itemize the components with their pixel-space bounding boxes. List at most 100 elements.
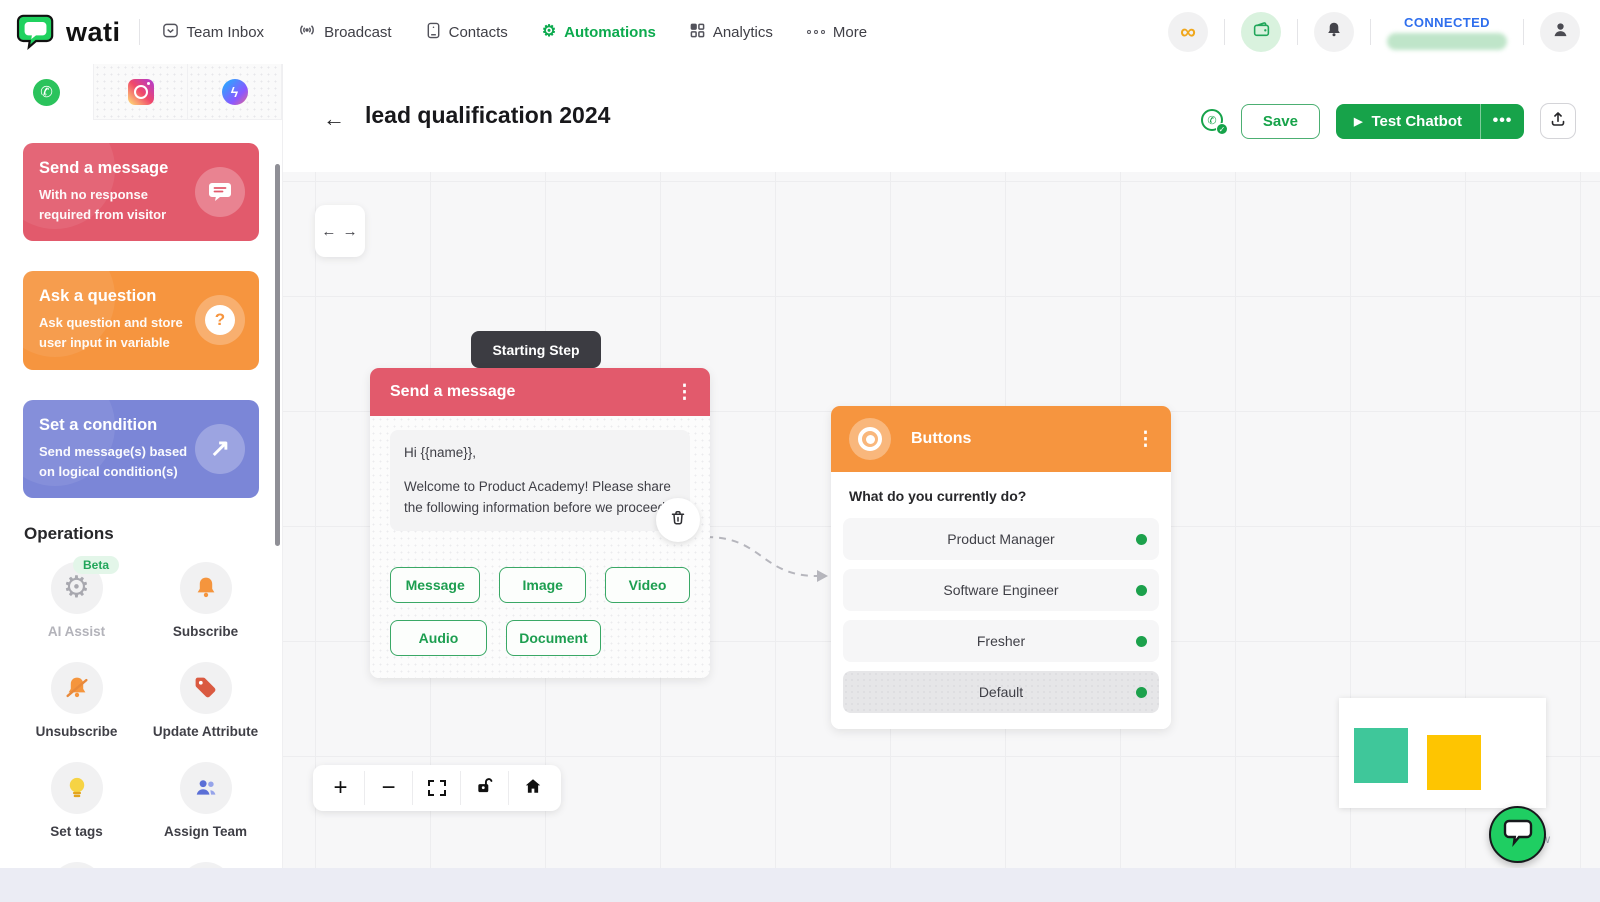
card-title: Send a message bbox=[39, 159, 169, 177]
wallet-icon bbox=[1252, 20, 1271, 44]
option-software-engineer[interactable]: Software Engineer bbox=[843, 569, 1159, 611]
flow-title[interactable]: lead qualification 2024 bbox=[365, 102, 611, 128]
tag-icon bbox=[179, 661, 232, 714]
add-audio-button[interactable]: Audio bbox=[390, 619, 487, 656]
card-send-a-message[interactable]: Send a message With no response required… bbox=[23, 143, 259, 242]
play-icon: ▶ bbox=[1353, 115, 1363, 128]
nav-menu: Team Inbox Broadcast Contacts ⚙ Automati… bbox=[162, 21, 868, 43]
unlock-icon bbox=[475, 774, 494, 802]
tab-whatsapp[interactable]: ✆ bbox=[0, 64, 94, 120]
nav-contacts[interactable]: Contacts bbox=[426, 22, 508, 43]
connection-handle[interactable] bbox=[1136, 686, 1147, 698]
send-node-header[interactable]: Send a message ⋮ bbox=[370, 368, 710, 416]
wati-logo[interactable]: wati bbox=[16, 13, 121, 51]
buttons-question: What do you currently do? bbox=[849, 488, 1027, 504]
op-update-attribute[interactable]: Update Attribute bbox=[141, 648, 270, 748]
analytics-icon bbox=[690, 23, 705, 42]
message-line-1: Hi {{name}}, bbox=[404, 445, 477, 460]
flow-header: ← lead qualification 2024 ✆ ✓ Save ▶ Tes… bbox=[283, 64, 1600, 172]
op-set-tags[interactable]: Set tags bbox=[12, 748, 141, 848]
wallet-button[interactable] bbox=[1241, 12, 1281, 52]
op-assign-team[interactable]: Assign Team bbox=[141, 748, 270, 848]
minimap[interactable] bbox=[1339, 698, 1546, 808]
option-default[interactable]: Default bbox=[843, 671, 1159, 713]
tab-messenger[interactable]: ϟ bbox=[188, 64, 282, 120]
support-chat-launcher[interactable] bbox=[1489, 806, 1546, 863]
divider bbox=[1523, 19, 1524, 45]
connection-handle[interactable] bbox=[1136, 635, 1147, 647]
card-title: Set a condition bbox=[39, 415, 158, 434]
bell-icon bbox=[1325, 21, 1343, 44]
op-unsubscribe[interactable]: Unsubscribe bbox=[12, 648, 141, 748]
option-fresher[interactable]: Fresher bbox=[843, 620, 1159, 662]
zoom-in-button[interactable]: + bbox=[317, 771, 365, 805]
buttons-node-title: Buttons bbox=[911, 430, 972, 447]
chat-bubble-icon bbox=[1502, 817, 1534, 852]
card-set-a-condition[interactable]: Set a condition Send message(s) based on… bbox=[23, 399, 259, 498]
nav-label: Automations bbox=[564, 23, 656, 41]
more-dots-icon bbox=[806, 30, 825, 34]
question-mark-icon: ? bbox=[195, 295, 245, 346]
bottom-strip bbox=[0, 868, 1600, 902]
fit-view-button[interactable] bbox=[413, 771, 461, 805]
add-document-button[interactable]: Document bbox=[506, 619, 601, 656]
connected-label: CONNECTED bbox=[1404, 14, 1490, 30]
node-buttons[interactable]: Buttons ⋮ What do you currently do? Prod… bbox=[831, 406, 1171, 729]
add-message-button[interactable]: Message bbox=[390, 566, 481, 603]
connection-status: CONNECTED bbox=[1387, 15, 1507, 50]
broadcast-icon bbox=[298, 21, 316, 43]
buttons-node-header[interactable]: Buttons ⋮ bbox=[831, 406, 1171, 472]
whatsapp-connected-icon: ✆ ✓ bbox=[1200, 109, 1228, 135]
meta-button[interactable]: ∞ bbox=[1168, 12, 1208, 52]
channel-tabs: ✆ ϟ bbox=[0, 64, 282, 120]
nav-broadcast[interactable]: Broadcast bbox=[298, 21, 392, 43]
notifications-button[interactable] bbox=[1314, 12, 1354, 52]
nav-label: Broadcast bbox=[324, 23, 392, 41]
nav-label: More bbox=[832, 23, 868, 41]
flow-canvas[interactable]: ← → Starting Step Send a message ⋮ Hi {{… bbox=[283, 172, 1600, 868]
node-send-a-message[interactable]: Send a message ⋮ Hi {{name}}, Welcome to… bbox=[370, 368, 710, 678]
nav-team-inbox[interactable]: Team Inbox bbox=[162, 22, 265, 43]
lock-button[interactable] bbox=[461, 771, 509, 805]
nav-more[interactable]: More bbox=[806, 23, 868, 41]
beta-badge: Beta bbox=[72, 555, 119, 574]
profile-button[interactable] bbox=[1540, 12, 1580, 52]
export-button[interactable] bbox=[1540, 103, 1576, 139]
media-buttons: Message Image Video Audio Document bbox=[390, 566, 690, 656]
upload-icon bbox=[1549, 110, 1567, 133]
nav-label: Team Inbox bbox=[186, 23, 265, 41]
zoom-out-button[interactable]: − bbox=[365, 771, 413, 805]
kebab-menu-icon[interactable]: ⋮ bbox=[675, 381, 694, 403]
message-preview[interactable]: Hi {{name}}, Welcome to Product Academy!… bbox=[390, 430, 690, 531]
test-chatbot-button[interactable]: ▶ Test Chatbot bbox=[1336, 104, 1480, 139]
op-assign-user[interactable]: Assign User bbox=[12, 848, 141, 868]
message-line-2: Welcome to Product Academy! Please share… bbox=[404, 479, 671, 515]
sidebar-scrollbar[interactable] bbox=[275, 164, 280, 546]
collapse-sidebar-button[interactable]: ← → bbox=[315, 205, 365, 257]
add-video-button[interactable]: Video bbox=[605, 566, 690, 603]
nav-analytics[interactable]: Analytics bbox=[690, 23, 773, 42]
op-ai-assist[interactable]: Beta ⚙ AI Assist bbox=[12, 548, 141, 648]
connection-handle[interactable] bbox=[1136, 533, 1147, 545]
radio-button-icon bbox=[849, 418, 891, 460]
starting-step-tooltip: Starting Step bbox=[471, 331, 601, 368]
kebab-menu-icon[interactable]: ⋮ bbox=[1136, 428, 1155, 450]
user-avatar-icon bbox=[1551, 20, 1570, 44]
op-trigger[interactable]: Trigger bbox=[141, 848, 270, 868]
delete-message-button[interactable] bbox=[656, 498, 700, 542]
connection-handle[interactable] bbox=[1136, 584, 1147, 596]
tab-instagram[interactable] bbox=[94, 64, 188, 120]
back-button[interactable]: ← bbox=[323, 106, 345, 131]
option-product-manager[interactable]: Product Manager bbox=[843, 518, 1159, 560]
trigger-flow-icon bbox=[179, 861, 232, 868]
card-ask-a-question[interactable]: Ask a question Ask question and store us… bbox=[23, 271, 259, 370]
home-button[interactable] bbox=[509, 771, 557, 805]
builder-sidebar: ✆ ϟ Send a message With no response requ… bbox=[0, 64, 283, 868]
team-inbox-icon bbox=[162, 22, 179, 43]
add-image-button[interactable]: Image bbox=[499, 566, 587, 603]
save-button[interactable]: Save bbox=[1240, 103, 1320, 139]
trash-icon bbox=[668, 508, 688, 533]
nav-automations[interactable]: ⚙ Automations bbox=[542, 24, 656, 41]
op-subscribe[interactable]: Subscribe bbox=[141, 548, 270, 648]
test-chatbot-more-button[interactable]: ••• bbox=[1480, 103, 1524, 139]
